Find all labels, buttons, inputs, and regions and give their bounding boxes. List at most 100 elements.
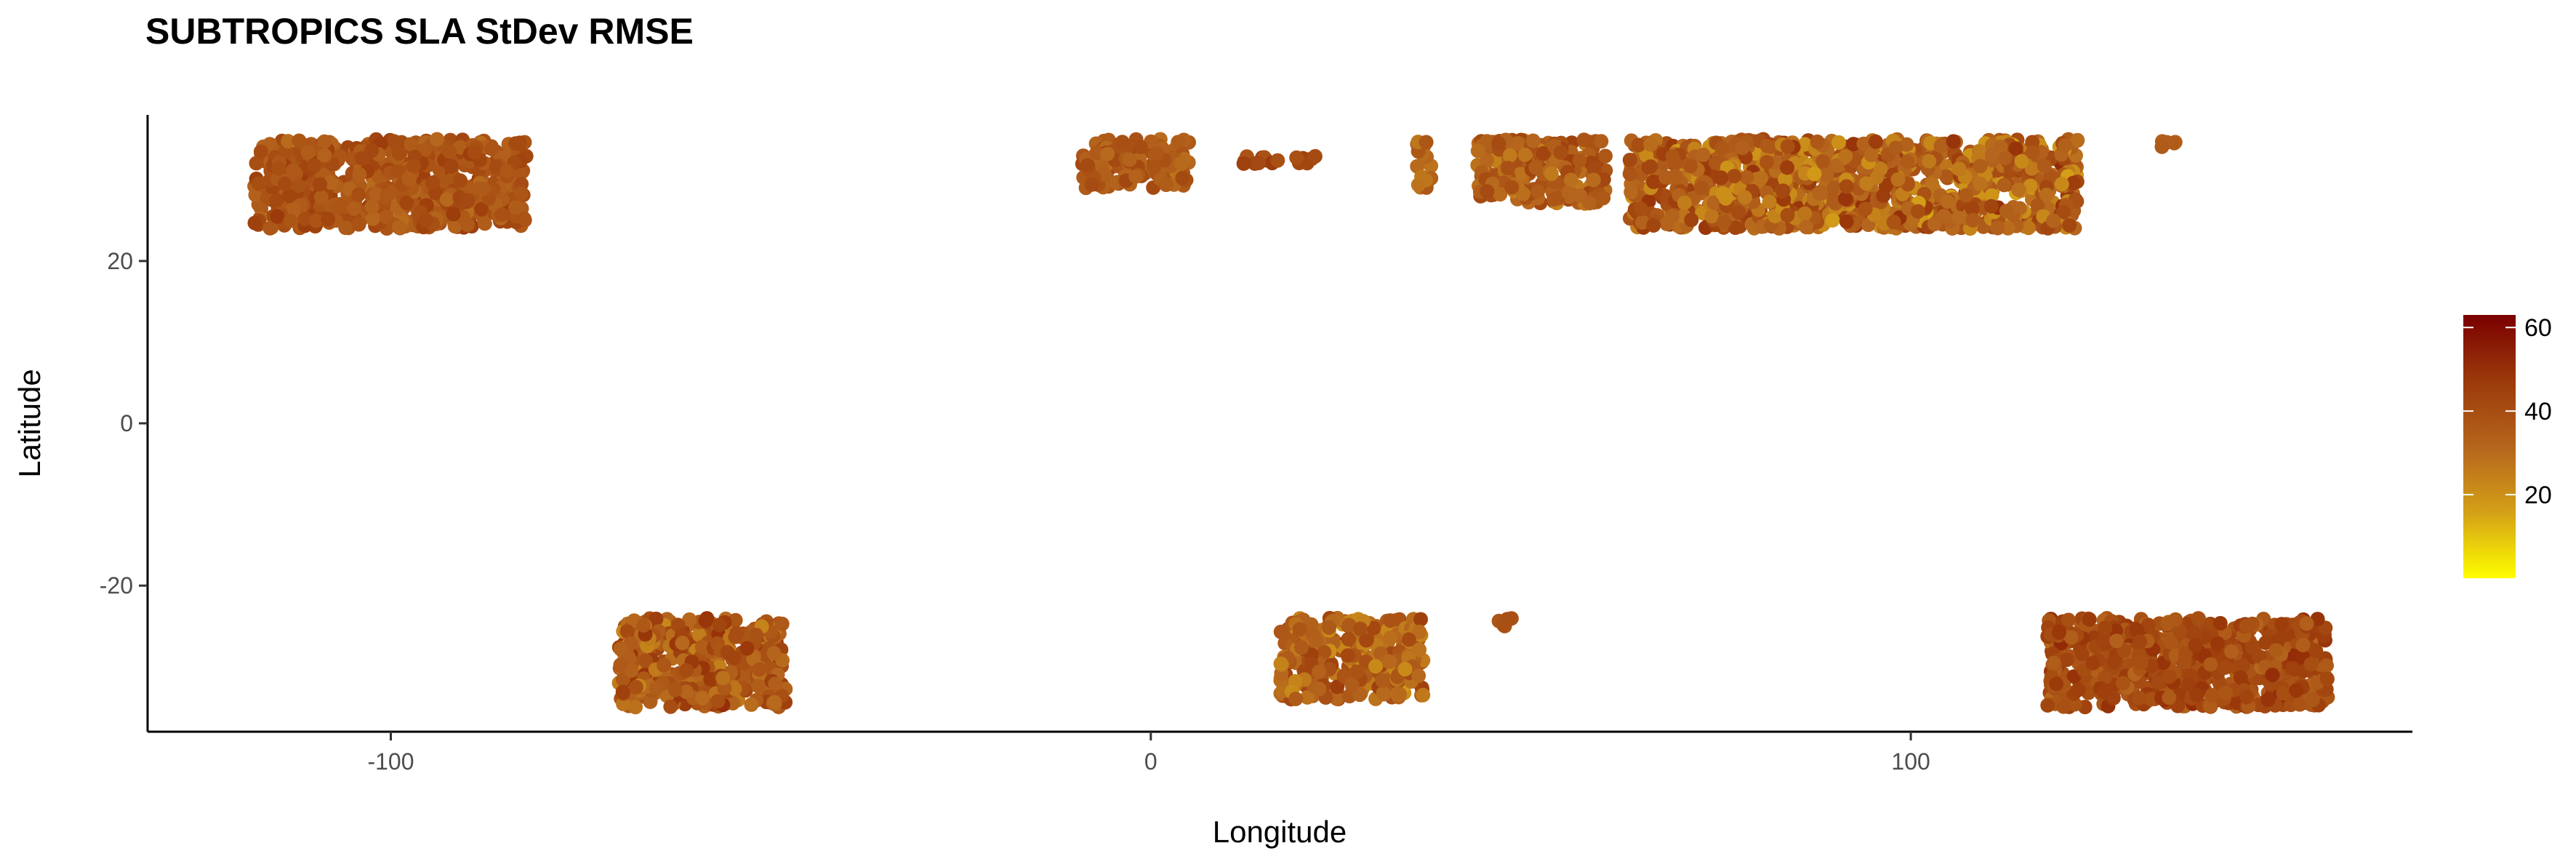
data-point: [1383, 613, 1398, 628]
data-point: [615, 684, 630, 700]
data-point: [2039, 187, 2054, 202]
data-point: [317, 148, 332, 163]
data-point: [1368, 659, 1383, 674]
data-point: [1869, 134, 1883, 149]
data-point: [1997, 177, 2012, 193]
data-point: [1965, 201, 1980, 217]
data-point: [766, 646, 782, 660]
data-point: [1965, 212, 1981, 228]
data-point: [1470, 143, 1485, 159]
data-point: [1349, 664, 1365, 679]
data-point: [2180, 677, 2196, 692]
x-axis-title: Longitude: [1213, 815, 1347, 849]
data-point: [2292, 697, 2308, 712]
data-point: [1886, 215, 1901, 230]
data-point: [1643, 159, 1658, 174]
data-point: [1561, 185, 1576, 200]
data-point: [1480, 184, 1495, 199]
data-point: [2082, 612, 2097, 627]
data-point: [313, 190, 329, 205]
data-point: [1294, 640, 1309, 655]
data-point: [351, 187, 366, 202]
data-point: [270, 209, 285, 224]
y-tick-label: 0: [120, 410, 133, 436]
data-point: [694, 639, 710, 655]
data-point: [1594, 134, 1609, 149]
data-point: [667, 682, 683, 698]
data-point: [2204, 687, 2220, 703]
data-point: [1413, 612, 1428, 627]
data-point: [2025, 135, 2040, 150]
data-point: [1839, 214, 1854, 229]
data-point: [2095, 634, 2111, 649]
data-point: [1359, 633, 1373, 648]
data-point: [1838, 191, 1853, 207]
data-point: [2172, 623, 2187, 638]
data-point: [2008, 141, 2023, 156]
data-point: [2268, 643, 2284, 658]
data-point: [2067, 697, 2082, 712]
data-point: [1401, 632, 1416, 647]
data-point: [1586, 161, 1602, 177]
data-point: [1959, 188, 1974, 203]
data-point: [281, 188, 297, 204]
data-point: [1819, 168, 1834, 183]
data-point: [2310, 612, 2325, 627]
data-point: [453, 173, 468, 188]
data-point: [1973, 176, 1988, 191]
data-point: [1863, 148, 1879, 162]
data-point: [1289, 150, 1304, 165]
data-point: [444, 159, 459, 174]
data-point: [1175, 170, 1190, 185]
data-point: [1704, 209, 1720, 224]
data-point: [728, 612, 743, 628]
data-point: [1739, 169, 1754, 185]
data-point: [439, 192, 454, 207]
data-point: [1754, 170, 1768, 185]
data-point: [628, 679, 643, 695]
colorbar-label: 60: [2524, 314, 2552, 342]
data-point: [2074, 647, 2090, 662]
data-point: [1115, 135, 1130, 150]
data-point: [1344, 676, 1360, 692]
data-point: [752, 662, 767, 677]
data-point: [2285, 660, 2300, 676]
data-point: [2265, 667, 2280, 682]
data-point: [1888, 140, 1903, 156]
data-point: [321, 212, 336, 227]
data-point: [1536, 145, 1551, 161]
data-point: [1831, 135, 1846, 150]
data-point: [1780, 160, 1794, 175]
data-point: [2049, 676, 2064, 692]
data-point: [1927, 217, 1942, 231]
data-point: [269, 193, 284, 207]
data-point: [1762, 194, 1777, 209]
data-point: [513, 186, 529, 201]
colorbar-legend: 20 40 60: [2463, 314, 2552, 578]
data-point: [1780, 207, 1795, 223]
data-point: [1330, 679, 1345, 695]
colorbar-label: 20: [2524, 482, 2552, 509]
data-point: [2210, 636, 2225, 651]
data-point: [391, 220, 406, 235]
data-point: [1525, 133, 1541, 148]
data-point: [2218, 660, 2233, 675]
data-point: [2000, 220, 2015, 236]
data-point: [1939, 169, 1954, 184]
data-point: [2063, 630, 2079, 645]
data-point: [1973, 159, 1988, 174]
data-point: [2308, 643, 2324, 658]
data-point: [2218, 685, 2234, 700]
x-tick-label: -100: [367, 748, 414, 775]
data-point: [2056, 699, 2071, 714]
x-tick-label: 100: [1891, 748, 1930, 775]
data-point: [264, 220, 279, 235]
data-point: [418, 212, 433, 228]
data-point: [768, 676, 783, 692]
data-point: [1515, 186, 1530, 201]
data-point: [1329, 691, 1344, 706]
data-point: [636, 618, 651, 633]
data-point: [2062, 217, 2077, 233]
data-point: [1084, 177, 1099, 192]
data-point: [1501, 612, 1517, 627]
